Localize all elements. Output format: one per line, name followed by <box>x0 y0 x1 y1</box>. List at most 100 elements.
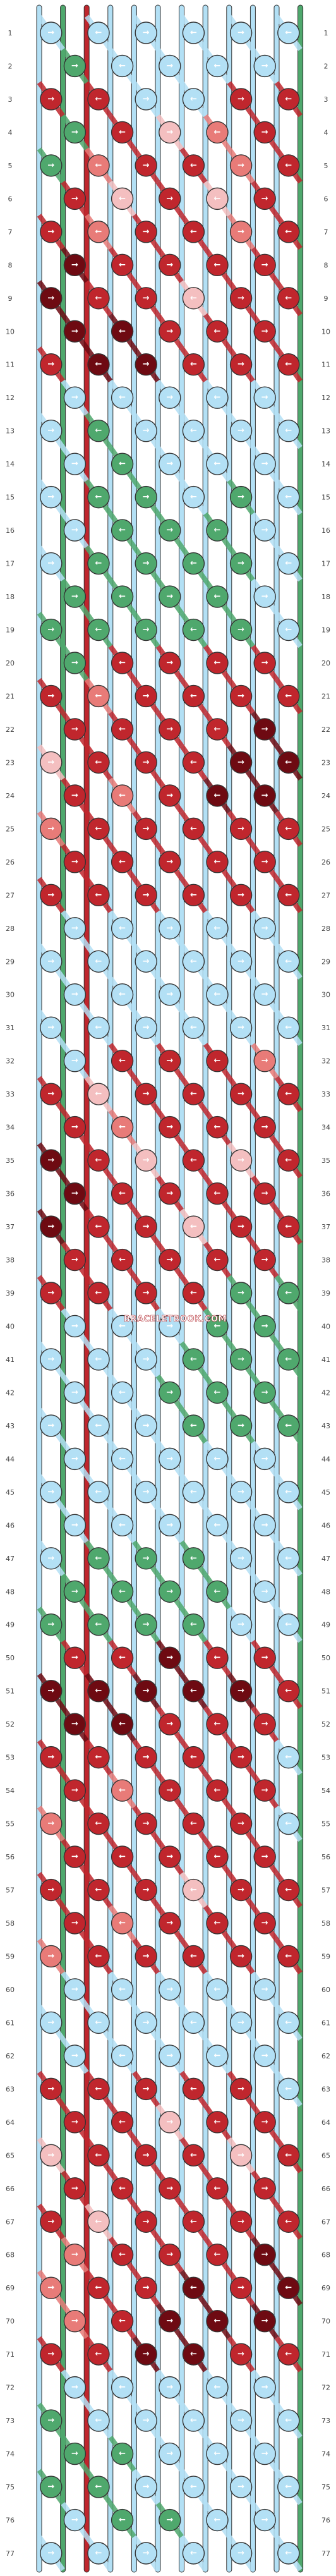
knot <box>182 1812 205 1835</box>
knot <box>277 2276 300 2299</box>
knot-arrow-icon: → <box>47 824 54 834</box>
row-number-right: 50 <box>321 1654 330 1662</box>
knot-arrow-icon: → <box>237 1885 244 1895</box>
row-number-right: 47 <box>321 1555 330 1563</box>
knot <box>182 1282 205 1304</box>
knot <box>87 950 110 973</box>
knot <box>159 2508 181 2532</box>
knot-arrow-icon: → <box>47 1156 54 1165</box>
knot <box>135 684 157 708</box>
knot-arrow-icon: → <box>237 758 244 767</box>
row-number-right: 67 <box>321 2218 330 2226</box>
knot-arrow-icon: → <box>261 990 268 999</box>
knot-arrow-icon: → <box>47 1222 54 1232</box>
knot-arrow-icon: ← <box>190 1952 197 1961</box>
knot <box>159 1049 181 1072</box>
knot-arrow-icon: → <box>237 492 244 502</box>
knot-arrow-icon: ← <box>95 1156 102 1165</box>
knot <box>182 950 205 973</box>
knot <box>40 2077 63 2101</box>
knot-arrow-icon: → <box>143 161 150 170</box>
knot-arrow-icon: → <box>71 1587 78 1596</box>
knot-arrow-icon: → <box>143 2084 150 2094</box>
knot <box>135 1679 157 1703</box>
knot <box>277 1149 300 1172</box>
knot-arrow-icon: ← <box>285 2549 292 2558</box>
knot <box>206 2309 229 2333</box>
knot <box>182 1149 205 1172</box>
knot <box>159 917 181 940</box>
row-number-right: 3 <box>324 95 328 104</box>
knot-arrow-icon: ← <box>119 2449 126 2458</box>
row-number-left: 34 <box>6 1124 15 1132</box>
knot-arrow-icon: ← <box>190 2084 197 2094</box>
knot-arrow-icon: ← <box>285 1553 292 1563</box>
knot <box>87 2077 110 2101</box>
knot <box>277 1878 300 1902</box>
knot <box>63 1315 87 1338</box>
knot <box>40 2210 63 2233</box>
knot-arrow-icon: → <box>143 2018 150 2027</box>
row-number-right: 62 <box>321 2052 330 2060</box>
knot <box>229 419 253 442</box>
knot-arrow-icon: → <box>47 2084 54 2094</box>
knot-arrow-icon: ← <box>95 2350 102 2359</box>
knot <box>253 253 276 277</box>
knot <box>40 1812 63 1835</box>
knot <box>87 618 110 641</box>
knot-arrow-icon: → <box>237 2217 244 2227</box>
row-number-left: 27 <box>6 891 15 899</box>
knot-arrow-icon: ← <box>285 293 292 303</box>
knot-arrow-icon: ← <box>214 2117 221 2127</box>
knot <box>87 1878 110 1902</box>
knot-arrow-icon: → <box>71 1321 78 1331</box>
knot <box>253 2111 276 2134</box>
row-number-left: 76 <box>6 2517 15 2525</box>
knot <box>111 1182 134 1205</box>
knot-arrow-icon: → <box>143 1354 150 1364</box>
knot <box>277 1613 300 1636</box>
knot-arrow-icon: → <box>71 923 78 933</box>
knot <box>135 884 157 907</box>
knot <box>135 1016 157 1039</box>
knot-arrow-icon: ← <box>285 625 292 635</box>
knot-arrow-icon: ← <box>95 1885 102 1895</box>
knot-arrow-icon: ← <box>95 1620 102 1629</box>
knot <box>277 552 300 575</box>
knot-arrow-icon: → <box>47 360 54 369</box>
knot <box>40 1878 63 1902</box>
strand-layer <box>36 4 304 2573</box>
knot <box>277 1945 300 1968</box>
row-number-left: 72 <box>6 2384 15 2392</box>
knot <box>253 1580 276 1603</box>
knot <box>63 1514 87 1537</box>
knot-arrow-icon: ← <box>119 459 126 469</box>
knot <box>229 1945 253 1968</box>
knot <box>253 2177 276 2200</box>
row-number-left: 61 <box>6 2019 15 2027</box>
knot-arrow-icon: → <box>71 659 78 668</box>
row-number-right: 52 <box>321 1720 330 1728</box>
knot <box>87 1083 110 1105</box>
row-number-right: 23 <box>321 758 330 767</box>
knot-arrow-icon: → <box>71 459 78 469</box>
knot <box>182 2077 205 2101</box>
knot <box>253 2376 276 2399</box>
knot-arrow-icon: ← <box>285 1487 292 1497</box>
knot-arrow-icon: ← <box>95 1090 102 1099</box>
watermark-text: BRACELETBOOK.COM <box>124 1315 227 1324</box>
knot <box>182 1613 205 1636</box>
knot-arrow-icon: ← <box>285 1753 292 1762</box>
knot <box>159 253 181 277</box>
knot <box>229 2343 253 2366</box>
knot-arrow-icon: ← <box>119 1720 126 1729</box>
knot-arrow-icon: → <box>71 1122 78 1132</box>
knot-arrow-icon: → <box>261 1255 268 1265</box>
knot <box>206 187 229 210</box>
knot <box>206 1779 229 1802</box>
knot-arrow-icon: → <box>143 2416 150 2426</box>
knot-arrow-icon: ← <box>190 957 197 966</box>
knot-arrow-icon: → <box>166 526 173 535</box>
knot <box>159 1447 181 1471</box>
knot <box>159 1248 181 1272</box>
